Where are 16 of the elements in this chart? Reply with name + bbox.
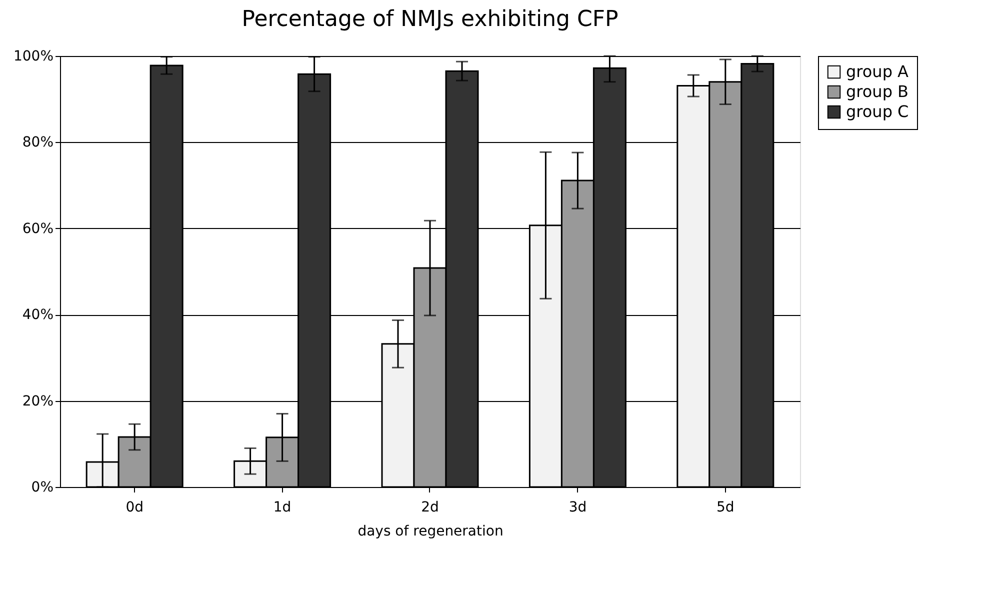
chart-title: Percentage of NMJs exhibiting CFP xyxy=(242,7,618,32)
y-tick-label: 60% xyxy=(22,220,54,237)
x-tick-label: 3d xyxy=(568,500,587,516)
x-tick-label: 0d xyxy=(126,500,144,516)
legend-label: group A xyxy=(846,62,909,81)
legend-label: group C xyxy=(846,102,909,121)
legend-label: group B xyxy=(846,82,909,101)
y-tick-label: 100% xyxy=(13,48,54,64)
y-tick-label: 20% xyxy=(22,393,54,410)
x-tick-label: 5d xyxy=(716,500,734,516)
x-axis-title: days of regeneration xyxy=(358,524,504,540)
y-tick-label: 0% xyxy=(31,480,54,496)
y-tick-label: 80% xyxy=(22,134,54,151)
x-tick-label: 2d xyxy=(421,500,439,516)
y-tick-label: 40% xyxy=(22,307,54,324)
x-tick-label: 1d xyxy=(273,500,292,516)
